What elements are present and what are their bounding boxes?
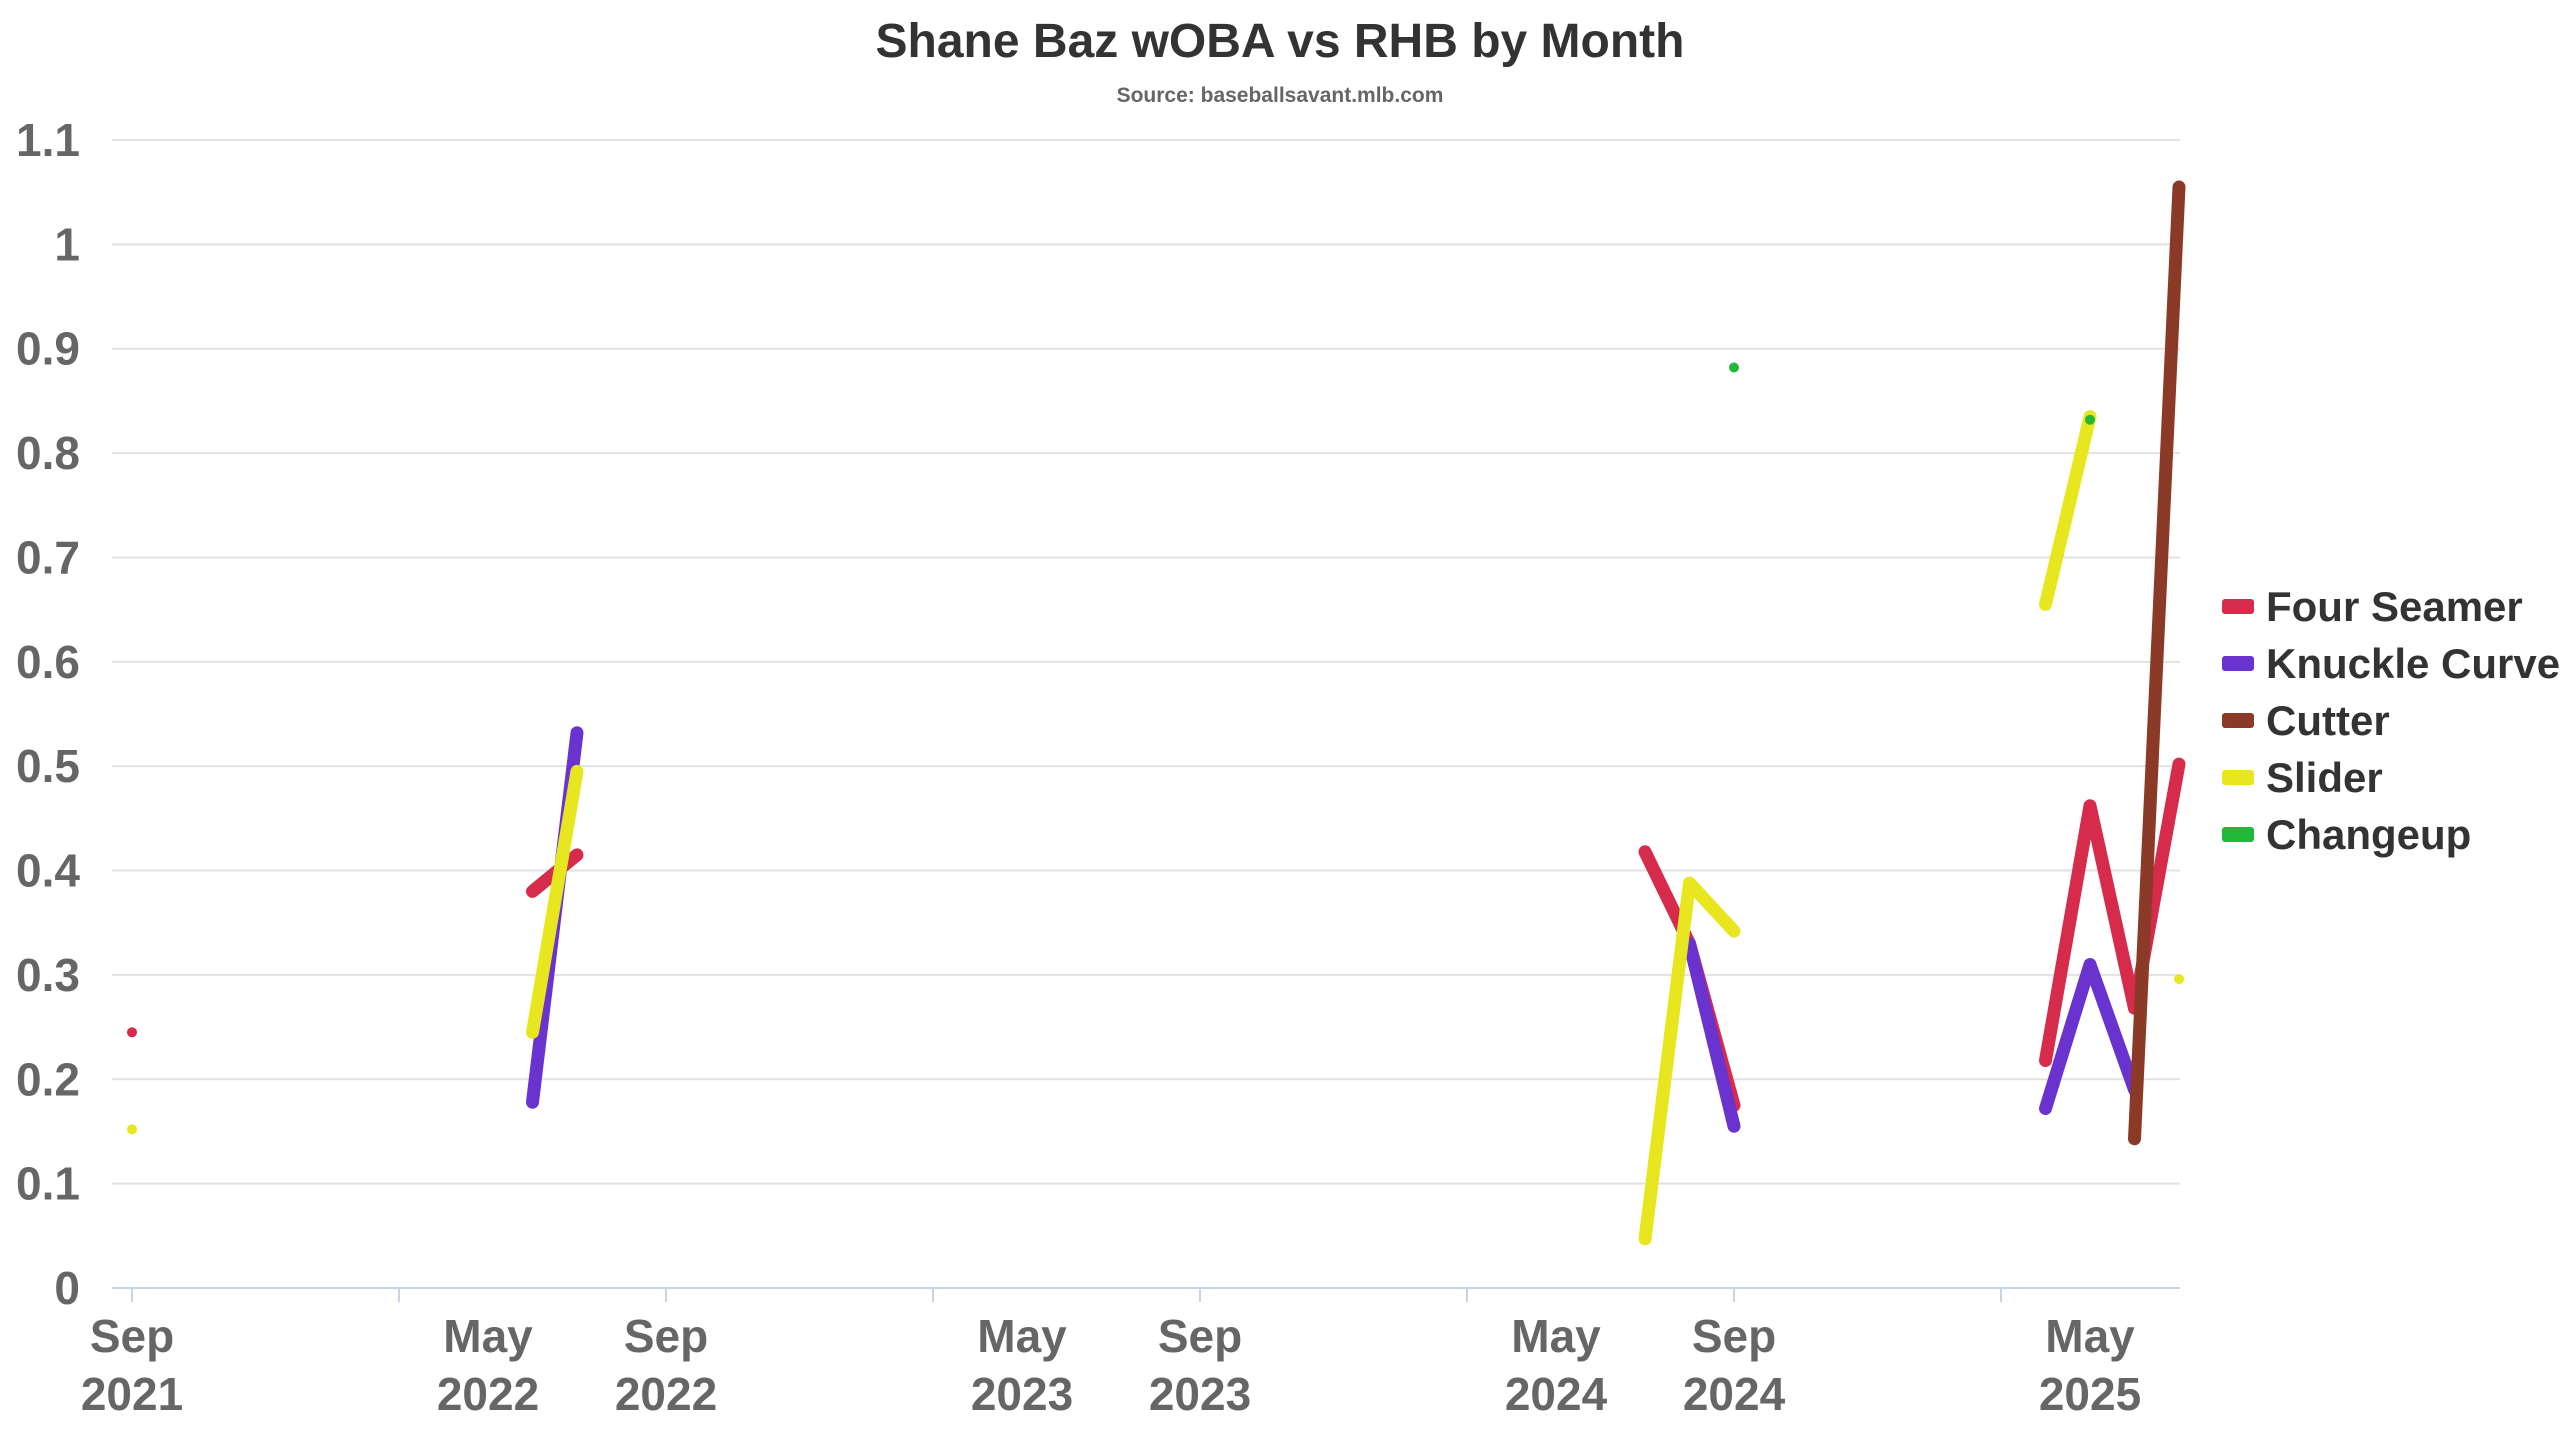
x-tick-year: 2023: [971, 1368, 1073, 1420]
legend-swatch: [2222, 827, 2254, 842]
x-tick-month: May: [977, 1310, 1067, 1362]
four-seamer-point: [127, 1027, 137, 1038]
slider-line: [1638, 876, 1741, 1246]
changeup-point: [1729, 362, 1739, 373]
knuckle-curve-line: [2039, 958, 2141, 1115]
x-tick-year: 2021: [81, 1368, 183, 1420]
x-tick-year: 2023: [1149, 1368, 1251, 1420]
y-tick-label: 1: [54, 218, 80, 270]
legend-item-slider[interactable]: Slider: [2222, 749, 2560, 806]
cutter-line: [2128, 180, 2186, 1146]
legend-label: Changeup: [2266, 810, 2472, 858]
legend-swatch: [2222, 656, 2254, 671]
legend-item-four-seamer[interactable]: Four Seamer: [2222, 578, 2560, 635]
legend-item-cutter[interactable]: Cutter: [2222, 692, 2560, 749]
y-tick-label: 0.1: [16, 1158, 80, 1210]
four-seamer-line: [2039, 757, 2186, 1067]
legend-swatch: [2222, 599, 2254, 614]
y-tick-label: 0.6: [16, 636, 80, 688]
x-tick-year: 2024: [1505, 1368, 1608, 1420]
x-tick-year: 2025: [2039, 1368, 2141, 1420]
slider-point: [127, 1124, 137, 1135]
legend-label: Four Seamer: [2266, 582, 2523, 630]
legend-swatch: [2222, 713, 2254, 728]
chart-subtitle: Source: baseballsavant.mlb.com: [1116, 84, 1444, 107]
axes: [112, 1287, 2180, 1302]
gridlines: [112, 139, 2180, 1185]
x-tick-year: 2022: [615, 1368, 717, 1420]
legend: Four Seamer Knuckle Curve Cutter Slider Chan…: [2222, 578, 2560, 863]
slider-line: [526, 764, 584, 1039]
legend-label: Knuckle Curve: [2266, 639, 2560, 687]
tick-labels: 0 0.1 0.2 0.3 0.4 0.5 0.6 0.7 0.8 0.9 1 1.1 Sep 2021 M…: [16, 114, 2141, 1420]
series-lines: [127, 180, 2186, 1246]
legend-item-knuckle-curve[interactable]: Knuckle Curve: [2222, 635, 2560, 692]
y-tick-label: 0.2: [16, 1053, 80, 1105]
legend-label: Slider: [2266, 753, 2383, 801]
x-tick-month: Sep: [624, 1310, 708, 1362]
y-tick-label: 0.4: [16, 845, 80, 897]
x-tick-month: Sep: [90, 1310, 174, 1362]
x-tick-month: Sep: [1692, 1310, 1776, 1362]
knuckle-curve-line: [1683, 937, 1741, 1133]
slider-point: [2174, 974, 2184, 985]
y-tick-label: 0.5: [16, 740, 80, 792]
y-tick-label: 0.8: [16, 427, 80, 479]
x-tick-month: Sep: [1158, 1310, 1242, 1362]
chart-title: Shane Baz wOBA vs RHB by Month: [875, 15, 1685, 68]
legend-label: Cutter: [2266, 696, 2390, 744]
y-tick-label: 0.9: [16, 323, 80, 375]
y-tick-label: 0.7: [16, 531, 80, 583]
x-tick-month: May: [1511, 1310, 1601, 1362]
slider-line: [2039, 410, 2097, 611]
x-tick-year: 2024: [1683, 1368, 1786, 1420]
x-tick-year: 2022: [437, 1368, 539, 1420]
x-tick-month: May: [443, 1310, 533, 1362]
legend-swatch: [2222, 770, 2254, 785]
y-tick-label: 0: [54, 1262, 80, 1314]
y-tick-label: 0.3: [16, 949, 80, 1001]
changeup-point: [2085, 414, 2095, 425]
x-tick-month: May: [2045, 1310, 2135, 1362]
legend-item-changeup[interactable]: Changeup: [2222, 806, 2560, 863]
y-tick-label: 1.1: [16, 114, 80, 166]
